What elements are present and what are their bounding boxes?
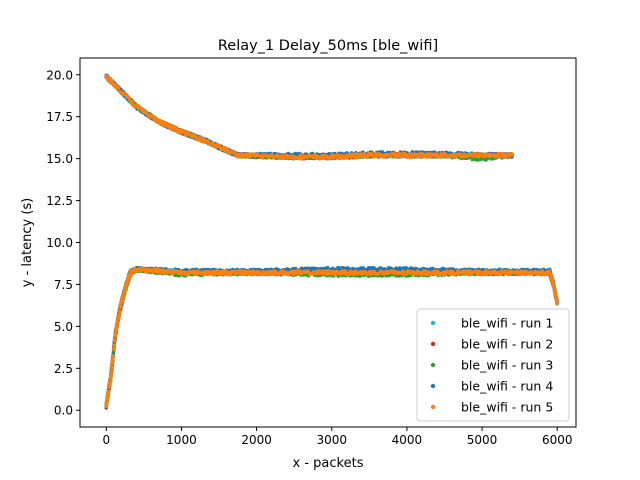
chart-title: Relay_1 Delay_50ms [ble_wifi]: [218, 38, 438, 54]
points-layer: [104, 73, 559, 410]
data-point: [303, 273, 308, 277]
data-point: [293, 266, 298, 271]
